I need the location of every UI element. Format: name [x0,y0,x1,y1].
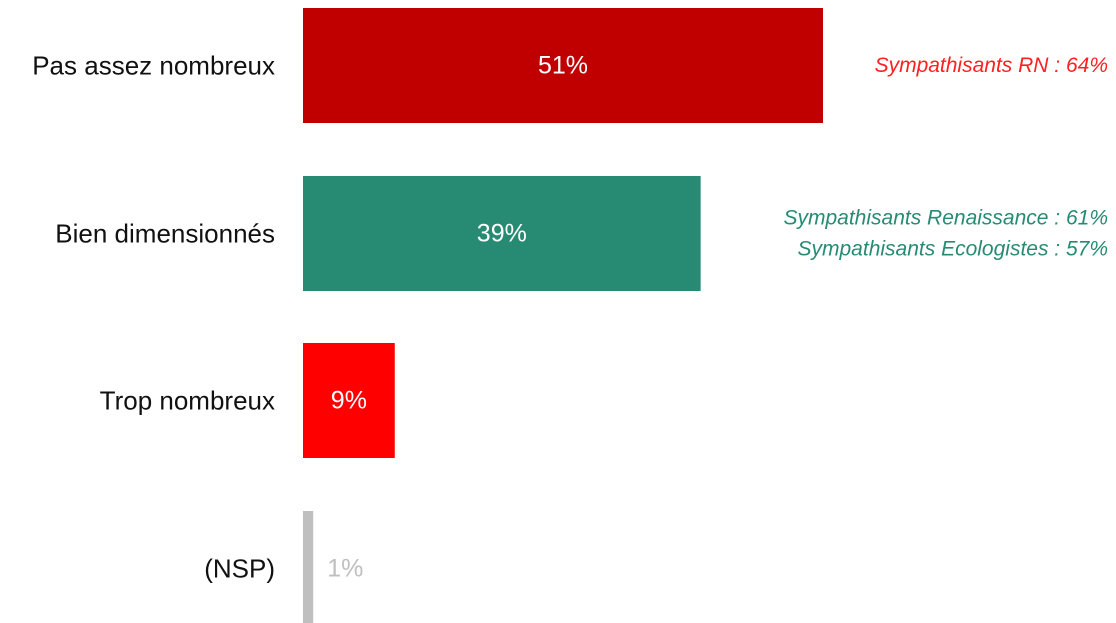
data-label: 1% [327,555,363,583]
bar [303,343,395,458]
category-label: Trop nombreux [100,386,275,416]
category-label: Pas assez nombreux [32,51,275,81]
data-label: 9% [331,387,367,415]
bar [303,8,823,123]
data-label: 51% [538,52,588,80]
bar [303,511,314,623]
data-label: 39% [477,220,527,248]
annotation-note: Sympathisants Ecologistes : 57% [798,238,1109,261]
annotation-note: Sympathisants Renaissance : 61% [783,207,1108,230]
category-label: Bien dimensionnés [55,219,275,249]
annotation-note: Sympathisants RN : 64% [875,54,1108,77]
category-label: (NSP) [204,554,275,584]
bar [303,176,701,291]
